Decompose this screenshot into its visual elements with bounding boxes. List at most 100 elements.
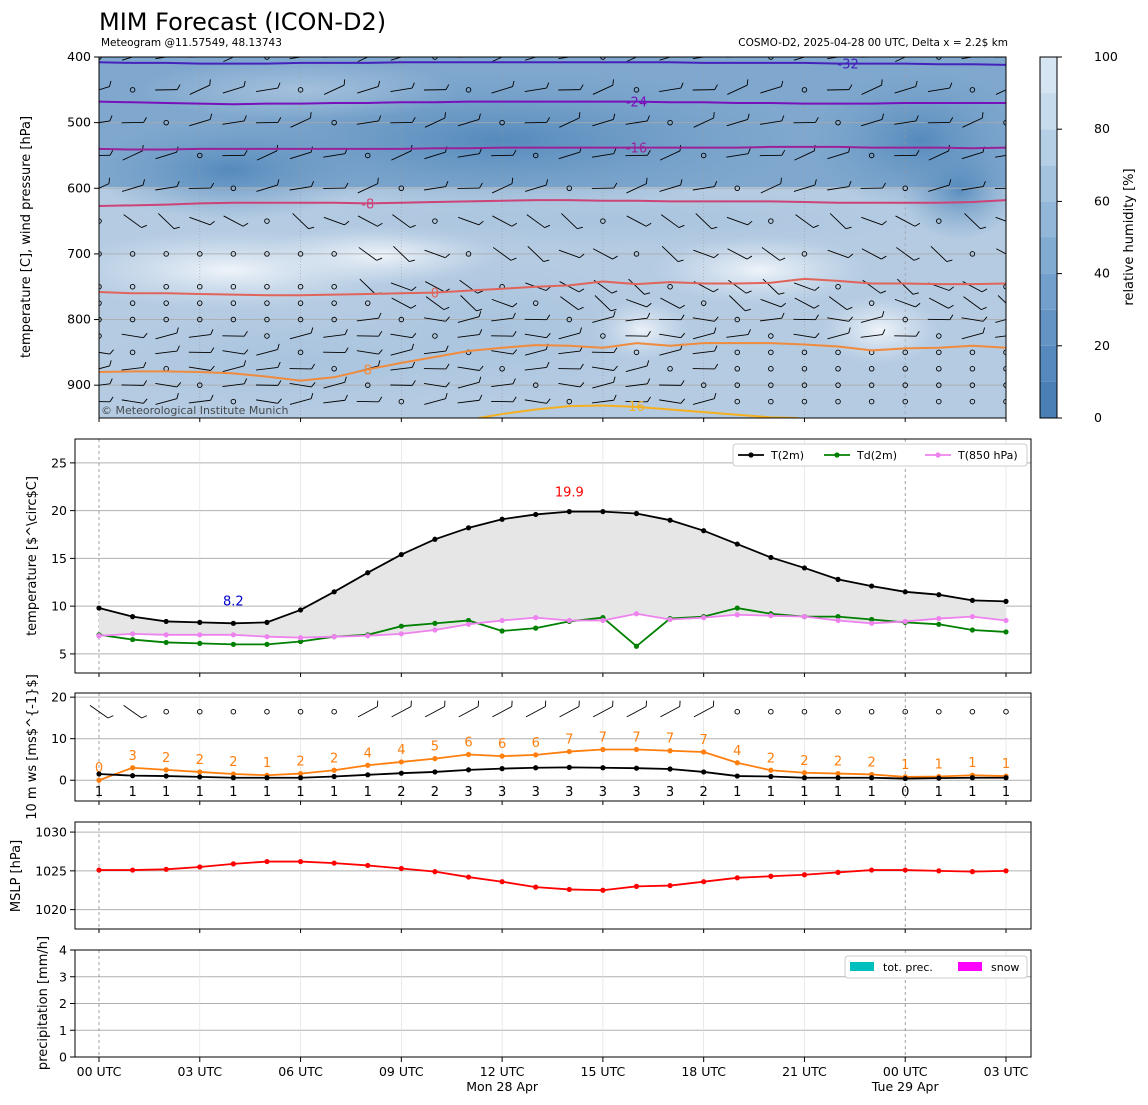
wind-mean-point <box>432 769 438 775</box>
series-point <box>533 615 539 621</box>
y-tick-label: 15 <box>51 551 67 566</box>
series-point <box>163 632 169 638</box>
calm-wind-symbol <box>197 283 203 290</box>
wind-barb-symbol <box>189 79 211 95</box>
wind-mean-point <box>633 765 640 771</box>
wind-barb-symbol <box>491 177 514 194</box>
isotherm-label: 0 <box>431 287 439 302</box>
wind-mean-point <box>600 765 606 771</box>
wind-barb-symbol <box>155 57 178 60</box>
calm-wind-symbol <box>868 366 875 372</box>
wind-gust-value-label: 2 <box>296 755 304 770</box>
wind-barb-symbol <box>559 700 580 718</box>
wind-gust-value-label: 1 <box>263 756 271 771</box>
calm-wind-symbol <box>835 382 841 388</box>
wind-barb-symbol <box>659 314 685 321</box>
wind-mean-point <box>297 775 304 781</box>
calm-wind-symbol <box>532 152 539 159</box>
wind-barb-symbol <box>121 398 148 404</box>
wind-barb-symbol <box>692 327 717 340</box>
wind-gust-value-label: 0 <box>95 761 103 776</box>
wind-barb-symbol <box>625 149 651 157</box>
calm-wind-symbol <box>163 119 169 126</box>
calm-wind-symbol <box>230 316 237 323</box>
calm-wind-symbol <box>331 366 337 372</box>
y-tick-label: 3 <box>59 969 67 984</box>
wind-mean-point <box>902 775 908 782</box>
wind-barb-symbol <box>457 329 483 338</box>
wind-barb-symbol <box>894 80 918 94</box>
wind-barb-symbol <box>625 378 651 387</box>
calm-wind-symbol <box>364 152 371 159</box>
mslp-point <box>533 884 539 890</box>
calm-wind-symbol <box>331 708 337 715</box>
wind-mean-point <box>365 772 371 778</box>
wind-barb-symbol <box>793 282 820 291</box>
wind-barb-symbol <box>625 360 650 373</box>
wind-barb-symbol <box>961 57 984 60</box>
mslp-point <box>768 873 774 879</box>
wind-mean-value-label: 1 <box>330 785 338 800</box>
x-tick-label: 21 UTC <box>782 1064 827 1079</box>
series-point <box>600 508 606 515</box>
wind-barb-symbol <box>762 278 785 295</box>
wind-barb-symbol <box>524 82 550 92</box>
wind-barb-symbol <box>222 115 247 125</box>
calm-wind-symbol <box>734 366 741 372</box>
wind-gust-point <box>768 767 774 773</box>
series-point <box>533 625 539 631</box>
isotherm-label: -32 <box>837 58 858 73</box>
wind-barb-symbol <box>323 216 350 226</box>
calm-wind-symbol <box>868 398 875 405</box>
wind-barb-symbol <box>188 329 214 338</box>
wind-gust-value-label: 6 <box>464 735 472 750</box>
wind-barb-symbol <box>693 112 715 128</box>
wind-gust-value-label: 2 <box>800 754 808 769</box>
wind-barb-symbol <box>390 332 417 339</box>
calm-wind-symbol <box>1003 119 1006 126</box>
series-point <box>566 617 572 624</box>
wind-mean-point <box>667 766 673 772</box>
wind-barb-symbol <box>558 363 584 370</box>
calm-wind-symbol <box>734 316 741 323</box>
series-point <box>465 525 472 531</box>
wind-barb-symbol <box>457 310 482 323</box>
calm-wind-symbol <box>566 185 573 192</box>
colorbar-tick-label: 60 <box>1094 193 1110 208</box>
calm-wind-symbol <box>230 300 237 306</box>
wind-barb-symbol <box>357 80 381 94</box>
series-point <box>197 640 203 646</box>
wind-barb-symbol <box>357 700 379 718</box>
calm-wind-symbol <box>465 87 472 93</box>
calm-wind-symbol <box>129 251 136 257</box>
calm-wind-symbol <box>532 300 539 306</box>
calm-wind-symbol <box>600 218 606 224</box>
wind-barb-symbol <box>222 80 246 94</box>
calm-wind-symbol <box>297 283 304 290</box>
wind-barb-symbol <box>390 361 416 371</box>
x-tick-label: 15 UTC <box>581 1064 626 1079</box>
wind-barb-symbol <box>99 349 114 355</box>
calm-wind-symbol <box>331 316 337 323</box>
calm-wind-symbol <box>633 251 640 257</box>
wind-barb-symbol <box>827 180 852 191</box>
series-point <box>667 616 673 623</box>
wind-gust-point <box>835 770 841 777</box>
isotherm-line <box>99 145 1006 151</box>
wind-gust-value-label: 2 <box>229 755 237 770</box>
isotherm-label: 8 <box>364 363 372 378</box>
wind-gust-point <box>734 760 740 766</box>
calm-wind-symbol <box>936 708 942 715</box>
calm-wind-symbol <box>969 398 976 405</box>
calm-wind-symbol <box>868 382 875 388</box>
wind-mean-point <box>936 775 942 781</box>
series-line-t-2m- <box>98 510 1007 625</box>
wind-gust-value-label: 4 <box>364 746 372 761</box>
wind-gust-value-label: 6 <box>532 736 540 751</box>
wind-barb-symbol <box>760 177 782 194</box>
wind-barb-symbol <box>357 215 383 227</box>
wind-barb-symbol <box>759 115 785 125</box>
copyright-notice: © Meteorological Institute Munich <box>101 404 288 417</box>
upper-air-panel: -32 -24 -16 -8 0 8 16 400 500 600 700 800 900 tempe… <box>19 49 1007 419</box>
